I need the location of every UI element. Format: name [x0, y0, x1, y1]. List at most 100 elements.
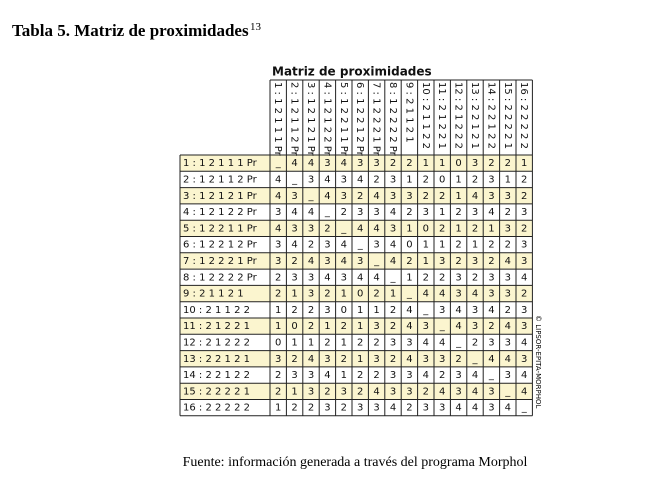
- cell: _: [291, 174, 298, 185]
- cell: 1: [521, 158, 527, 169]
- cell: 4: [423, 337, 429, 348]
- cell: 3: [341, 191, 347, 202]
- cell: 0: [341, 305, 347, 316]
- cell: 3: [439, 256, 445, 267]
- column-header: 10 : 2 1 1 2 2: [420, 82, 431, 149]
- cell: 2: [291, 256, 297, 267]
- cell: 2: [521, 289, 527, 300]
- cell: 2: [373, 174, 379, 185]
- row-header: 4 : 1 2 1 2 2 Pr: [183, 207, 258, 218]
- cell: _: [324, 207, 331, 218]
- cell: 2: [488, 240, 494, 251]
- cell: 4: [505, 256, 511, 267]
- cell: 2: [373, 370, 379, 381]
- cell: 3: [357, 256, 363, 267]
- column-header: 1 : 1 2 1 1 1 Pr: [272, 82, 283, 157]
- cell: 1: [275, 403, 281, 414]
- cell: 2: [390, 305, 396, 316]
- cell: 2: [275, 386, 281, 397]
- cell: 4: [324, 272, 330, 283]
- cell: 3: [275, 354, 281, 365]
- cell: 2: [521, 191, 527, 202]
- cell: 3: [324, 403, 330, 414]
- cell: 1: [423, 158, 429, 169]
- cell: 4: [308, 256, 314, 267]
- row-header: 6 : 1 2 2 1 2 Pr: [183, 240, 258, 251]
- cell: 4: [455, 321, 461, 332]
- cell: 1: [357, 354, 363, 365]
- cell: 3: [373, 158, 379, 169]
- cell: 4: [423, 370, 429, 381]
- cell: 3: [505, 272, 511, 283]
- cell: 3: [357, 158, 363, 169]
- cell: 4: [505, 354, 511, 365]
- cell: 2: [505, 207, 511, 218]
- cell: 0: [455, 158, 461, 169]
- cell: 4: [455, 305, 461, 316]
- cell: _: [308, 191, 315, 202]
- cell: 4: [373, 386, 379, 397]
- cell: 2: [357, 386, 363, 397]
- cell: 3: [472, 207, 478, 218]
- column-header: 12 : 2 1 2 2 2: [453, 82, 464, 149]
- row-header: 5 : 1 2 2 1 1 Pr: [183, 223, 258, 234]
- cell: _: [422, 305, 429, 316]
- column-header: 2 : 1 2 1 1 2 Pr: [289, 82, 300, 157]
- cell: 4: [406, 321, 412, 332]
- cell: 3: [455, 289, 461, 300]
- cell: 3: [423, 403, 429, 414]
- cell: 3: [439, 403, 445, 414]
- cell: 3: [308, 223, 314, 234]
- cell: 4: [291, 158, 297, 169]
- row-shade: [180, 220, 533, 237]
- cell: 3: [439, 305, 445, 316]
- cell: 2: [472, 223, 478, 234]
- cell: 4: [291, 207, 297, 218]
- cell: 1: [505, 174, 511, 185]
- cell: 4: [357, 272, 363, 283]
- cell: 3: [505, 223, 511, 234]
- cell: _: [357, 240, 364, 251]
- row-shade: [180, 252, 533, 270]
- row-header: 13 : 2 2 1 2 1: [183, 354, 250, 365]
- cell: 3: [390, 191, 396, 202]
- cell: 2: [505, 305, 511, 316]
- cell: 4: [373, 272, 379, 283]
- cell: 1: [341, 337, 347, 348]
- cell: 4: [455, 403, 461, 414]
- cell: 2: [308, 240, 314, 251]
- cell: 2: [455, 354, 461, 365]
- cell: 1: [291, 289, 297, 300]
- cell: 4: [308, 354, 314, 365]
- cell: 3: [423, 354, 429, 365]
- cell: 1: [423, 240, 429, 251]
- cell: 2: [488, 321, 494, 332]
- cell: 3: [505, 337, 511, 348]
- cell: 3: [291, 223, 297, 234]
- row-header: 11 : 2 1 2 2 1: [183, 321, 250, 332]
- cell: 2: [324, 289, 330, 300]
- cell: 3: [455, 386, 461, 397]
- row-header: 9 : 2 1 1 2 1: [183, 289, 244, 300]
- cell: 2: [439, 191, 445, 202]
- cell: 3: [291, 272, 297, 283]
- row-header: 14 : 2 2 1 2 2: [183, 370, 250, 381]
- cell: 2: [291, 305, 297, 316]
- cell: 2: [472, 272, 478, 283]
- cell: 3: [472, 305, 478, 316]
- cell: 3: [341, 272, 347, 283]
- cell: 4: [439, 289, 445, 300]
- cell: 3: [373, 354, 379, 365]
- cell: 4: [472, 191, 478, 202]
- cell: 2: [390, 354, 396, 365]
- cell: 3: [488, 272, 494, 283]
- cell: 3: [406, 370, 412, 381]
- row-header: 3 : 1 2 1 2 1 Pr: [183, 191, 258, 202]
- cell: 3: [324, 305, 330, 316]
- cell: 3: [291, 370, 297, 381]
- cell: _: [406, 289, 413, 300]
- cell: 2: [357, 191, 363, 202]
- row-shade: [180, 187, 533, 204]
- cell: 4: [324, 174, 330, 185]
